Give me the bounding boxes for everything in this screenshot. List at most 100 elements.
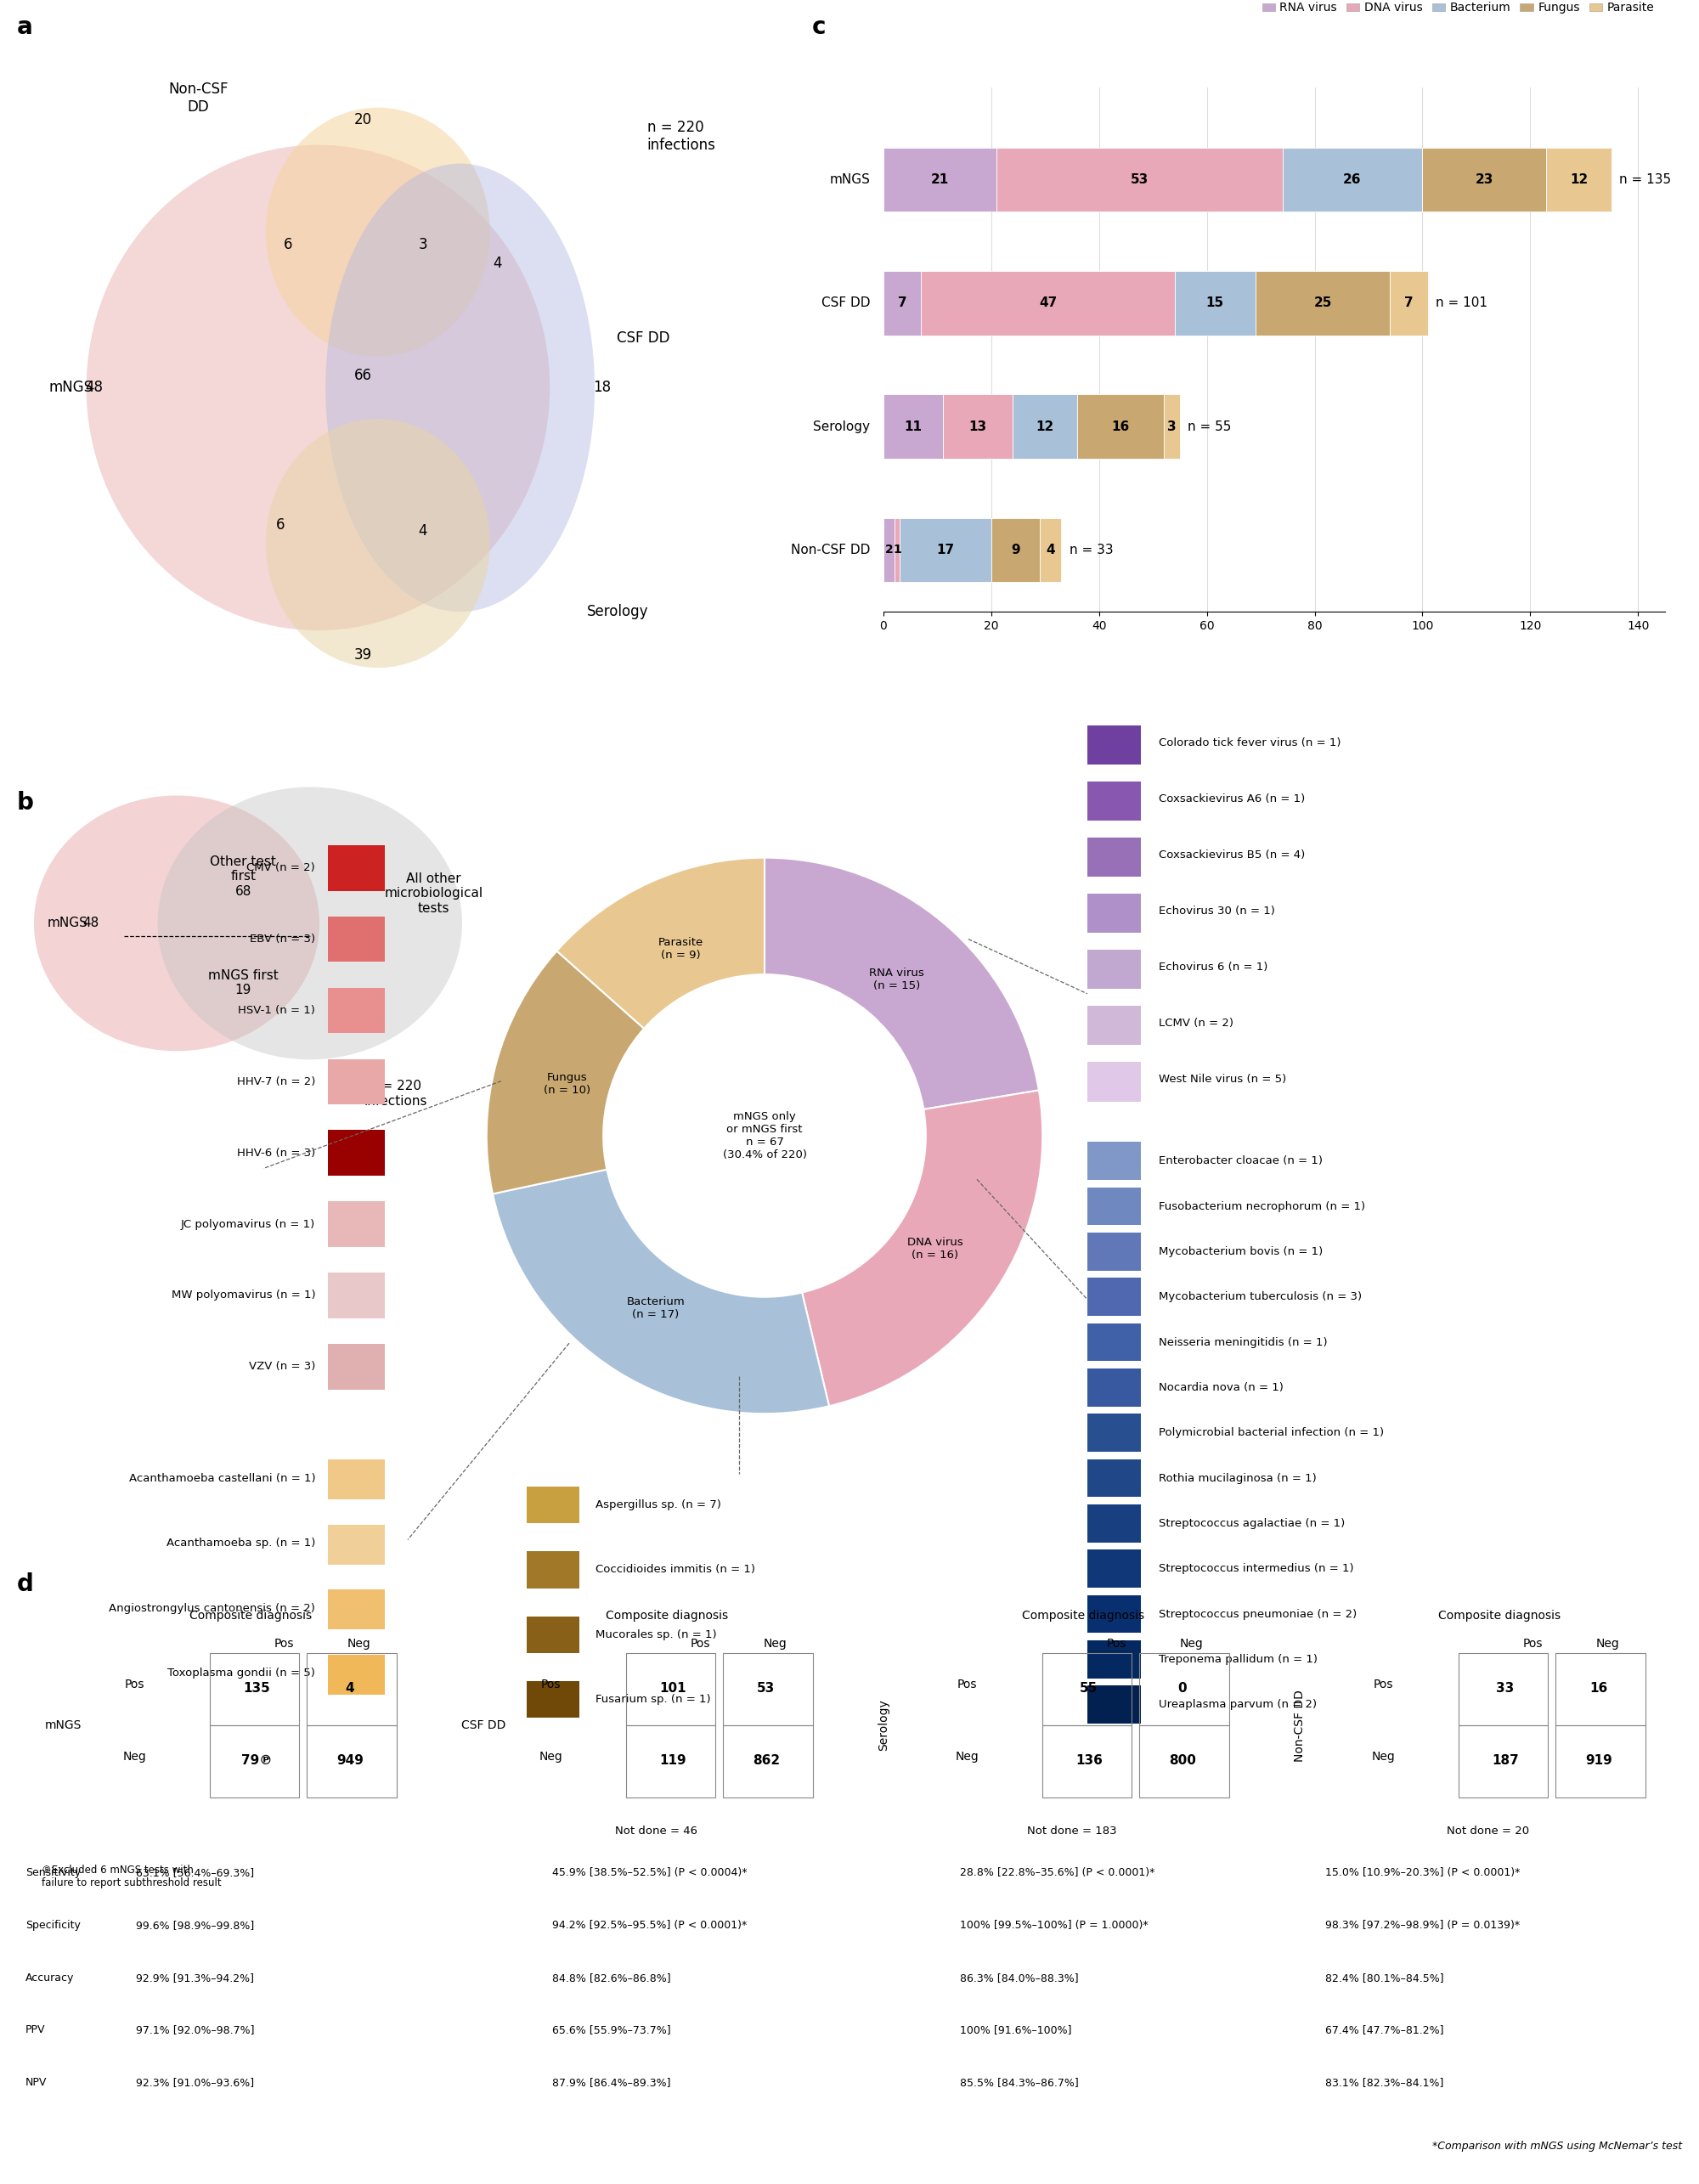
Text: mNGS: mNGS (48, 917, 88, 930)
Bar (308, 1725, 396, 1797)
Text: Acanthamoeba castellani (n = 1): Acanthamoeba castellani (n = 1) (129, 1472, 316, 1483)
Text: Serology: Serology (588, 605, 649, 620)
Text: 85.5% [84.3%–86.7%]: 85.5% [84.3%–86.7%] (960, 2077, 1079, 2088)
Bar (1174, 271, 1256, 336)
Text: VZV (n = 3): VZV (n = 3) (248, 1361, 316, 1372)
Text: 100% [91.6%–100%]: 100% [91.6%–100%] (960, 2025, 1072, 2035)
Bar (1164, 395, 1179, 459)
Bar (1087, 893, 1142, 933)
Text: Treponema pallidum (n = 1): Treponema pallidum (n = 1) (1159, 1653, 1318, 1664)
Bar (209, 1653, 299, 1725)
Bar (328, 1059, 384, 1105)
Text: 67.4% [47.7%–81.2%]: 67.4% [47.7%–81.2%] (1325, 2025, 1444, 2035)
Bar (1140, 1725, 1228, 1797)
Text: b: b (17, 791, 34, 815)
Text: 119: 119 (659, 1754, 686, 1767)
Text: 4: 4 (345, 1682, 355, 1695)
Ellipse shape (265, 419, 489, 668)
Text: Non-CSF
DD: Non-CSF DD (168, 81, 228, 116)
Text: 23: 23 (1475, 173, 1493, 186)
Text: MW polyomavirus (n = 1): MW polyomavirus (n = 1) (172, 1291, 316, 1302)
Bar (1256, 271, 1390, 336)
Text: Neg: Neg (1179, 1638, 1203, 1649)
Text: Echovirus 30 (n = 1): Echovirus 30 (n = 1) (1159, 906, 1274, 917)
Text: mNGS: mNGS (49, 380, 93, 395)
Text: 92.9% [91.3%–94.2%]: 92.9% [91.3%–94.2%] (136, 1972, 255, 1983)
Text: 18: 18 (593, 380, 612, 395)
Text: Not done = 183: Not done = 183 (1028, 1826, 1116, 1837)
Text: mNGS only
or mNGS first
n = 67
(30.4% of 220): mNGS only or mNGS first n = 67 (30.4% of… (722, 1112, 807, 1160)
Bar (997, 149, 1283, 212)
Text: 98.3% [97.2%–98.9%] (P = 0.0139)*: 98.3% [97.2%–98.9%] (P = 0.0139)* (1325, 1920, 1521, 1931)
Text: Aspergillus sp. (n = 7): Aspergillus sp. (n = 7) (595, 1498, 720, 1511)
Bar (1087, 1594, 1142, 1634)
Bar (724, 1653, 812, 1725)
Text: DNA virus
(n = 16): DNA virus (n = 16) (907, 1236, 963, 1260)
Text: d: d (17, 1572, 34, 1597)
Text: Not done = 20: Not done = 20 (1448, 1826, 1529, 1837)
Text: Other test
first
68: Other test first 68 (211, 856, 277, 898)
Bar (1087, 1324, 1142, 1361)
Text: Echovirus 6 (n = 1): Echovirus 6 (n = 1) (1159, 961, 1267, 972)
Text: 92.3% [91.0%–93.6%]: 92.3% [91.0%–93.6%] (136, 2077, 255, 2088)
Bar (1087, 1686, 1142, 1723)
Bar (308, 1653, 396, 1725)
Bar (625, 1653, 715, 1725)
Bar (328, 1129, 384, 1175)
Text: 33: 33 (1497, 1682, 1514, 1695)
Text: ℗Excluded 6 mNGS tests with
failure to report subthreshold result: ℗Excluded 6 mNGS tests with failure to r… (41, 1865, 221, 1889)
Text: 85: 85 (369, 917, 384, 930)
Text: CMV (n = 2): CMV (n = 2) (246, 863, 316, 874)
Text: 66: 66 (353, 367, 372, 382)
Text: 45.9% [38.5%–52.5%] (P < 0.0004)*: 45.9% [38.5%–52.5%] (P < 0.0004)* (552, 1867, 748, 1878)
Text: Pos: Pos (958, 1679, 977, 1690)
Bar (894, 518, 900, 581)
Text: 55: 55 (1081, 1682, 1098, 1695)
Text: Neg: Neg (1371, 1752, 1395, 1762)
Text: 2: 2 (885, 544, 894, 555)
Bar (527, 1616, 579, 1653)
Bar (328, 917, 384, 961)
Text: 84.8% [82.6%–86.8%]: 84.8% [82.6%–86.8%] (552, 1972, 671, 1983)
Text: 15: 15 (1206, 297, 1223, 310)
Text: 25: 25 (1313, 297, 1332, 310)
Text: Bacterium
(n = 17): Bacterium (n = 17) (627, 1297, 685, 1321)
Text: HHV-6 (n = 3): HHV-6 (n = 3) (236, 1147, 316, 1158)
Text: Composite diagnosis: Composite diagnosis (190, 1610, 313, 1623)
Bar (527, 1487, 579, 1522)
Text: 63.1% [56.4%–69.3%]: 63.1% [56.4%–69.3%] (136, 1867, 255, 1878)
Text: 94.2% [92.5%–95.5%] (P < 0.0001)*: 94.2% [92.5%–95.5%] (P < 0.0001)* (552, 1920, 748, 1931)
Bar (1041, 1725, 1132, 1797)
Text: 12: 12 (1036, 419, 1053, 432)
Text: Neg: Neg (1595, 1638, 1619, 1649)
Text: Coccidioides immitis (n = 1): Coccidioides immitis (n = 1) (595, 1564, 754, 1575)
Text: Composite diagnosis: Composite diagnosis (607, 1610, 729, 1623)
Text: 48: 48 (83, 917, 99, 930)
Text: mNGS first
19: mNGS first 19 (209, 970, 279, 996)
Text: 187: 187 (1492, 1754, 1519, 1767)
Bar (1077, 395, 1164, 459)
Text: Pos: Pos (1374, 1679, 1393, 1690)
Bar (1087, 1061, 1142, 1101)
Ellipse shape (87, 144, 550, 631)
Text: Serology: Serology (878, 1699, 890, 1752)
Text: 39: 39 (353, 649, 372, 664)
Circle shape (158, 786, 462, 1059)
Text: RNA virus
(n = 15): RNA virus (n = 15) (870, 968, 924, 992)
Text: CSF DD: CSF DD (617, 330, 669, 345)
Bar (1041, 1653, 1132, 1725)
Text: Parasite
(n = 9): Parasite (n = 9) (658, 937, 703, 961)
Text: Neg: Neg (122, 1752, 146, 1762)
Bar (1087, 1640, 1142, 1679)
Bar (328, 1590, 384, 1629)
Bar (1087, 1551, 1142, 1588)
Bar (1546, 149, 1611, 212)
Text: 4: 4 (493, 256, 501, 271)
Bar (527, 1551, 579, 1588)
Text: 101: 101 (659, 1682, 686, 1695)
Bar (921, 271, 1174, 336)
Bar (883, 271, 921, 336)
Bar (1458, 1653, 1548, 1725)
Text: Neg: Neg (955, 1752, 979, 1762)
Text: Coxsackievirus B5 (n = 4): Coxsackievirus B5 (n = 4) (1159, 850, 1305, 860)
